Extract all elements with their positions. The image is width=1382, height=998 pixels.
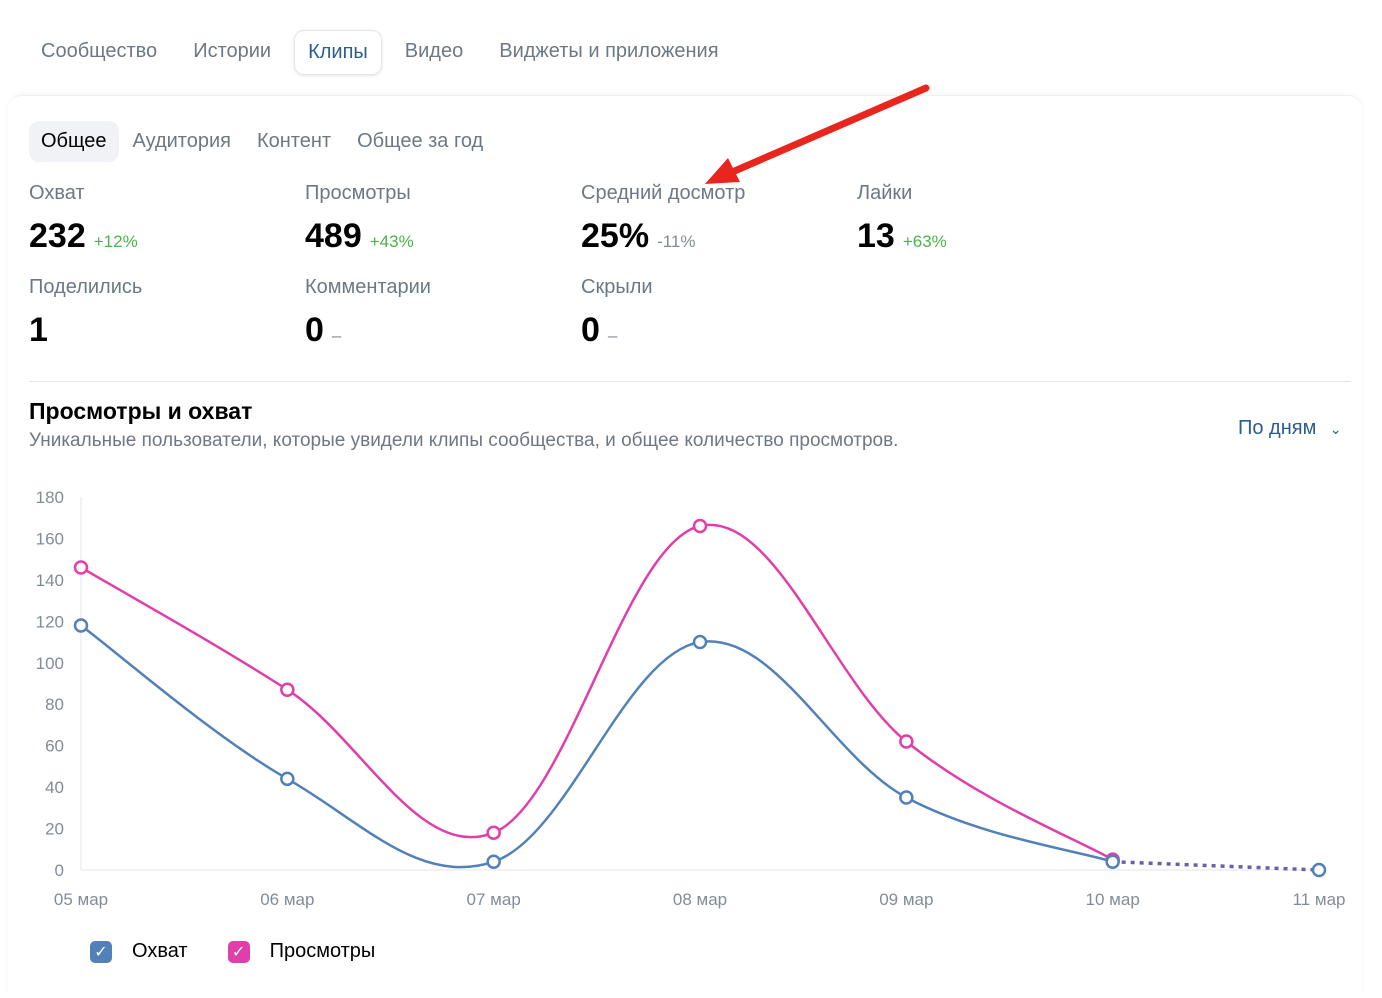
period-label: По дням bbox=[1238, 417, 1317, 439]
stat-number: 0 bbox=[581, 311, 600, 349]
stat-value: 13 +63% bbox=[857, 217, 1127, 256]
stat-number: 13 bbox=[857, 217, 895, 255]
stat-item: Охват 232 +12% bbox=[29, 182, 299, 256]
stat-number: 25% bbox=[581, 217, 650, 255]
chart-title: Просмотры и охват bbox=[29, 398, 253, 424]
subtab-year[interactable]: Общее за год bbox=[357, 130, 484, 152]
y-tick-label: 120 bbox=[36, 612, 64, 631]
stat-label: Скрыли bbox=[581, 276, 653, 298]
data-point bbox=[1311, 862, 1327, 878]
stat-delta: +43% bbox=[369, 232, 414, 251]
series-line-views bbox=[80, 523, 1114, 861]
stat-value: 489 +43% bbox=[305, 217, 575, 256]
y-tick-label: 20 bbox=[45, 820, 64, 839]
period-dropdown[interactable]: По дням ⌄ bbox=[1238, 417, 1342, 440]
y-tick-label: 40 bbox=[45, 778, 64, 797]
sub-nav: Общее Аудитория Контент Общее за год bbox=[29, 121, 495, 162]
data-point bbox=[692, 518, 708, 534]
data-point bbox=[73, 618, 89, 633]
y-tick-label: 60 bbox=[45, 737, 64, 756]
subtab-content[interactable]: Контент bbox=[256, 130, 332, 152]
stat-number: 0 bbox=[305, 311, 324, 349]
stat-label: Поделились bbox=[29, 276, 143, 298]
data-point bbox=[1105, 854, 1120, 869]
subtab-audience[interactable]: Аудитория bbox=[132, 130, 231, 152]
data-point bbox=[692, 634, 708, 650]
stat-value: 0– bbox=[581, 311, 851, 350]
x-tick-label: 10 мар bbox=[1086, 890, 1140, 909]
x-tick-label: 05 мар bbox=[54, 890, 108, 909]
legend-views[interactable]: ✓ Просмотры bbox=[227, 940, 376, 963]
tab-community[interactable]: Сообщество bbox=[41, 40, 158, 62]
stat-item: Лайки 13 +63% bbox=[857, 182, 1127, 256]
y-tick-label: 140 bbox=[36, 571, 64, 590]
y-tick-label: 0 bbox=[55, 861, 64, 880]
checkbox-checked-icon[interactable]: ✓ bbox=[90, 940, 112, 963]
x-tick-label: 07 мар bbox=[467, 890, 521, 909]
stat-delta: +12% bbox=[93, 232, 138, 251]
stat-item: Просмотры 489 +43% bbox=[305, 182, 575, 256]
stat-label: Просмотры bbox=[305, 182, 411, 204]
stat-number: 489 bbox=[305, 217, 362, 255]
stat-label: Средний досмотр bbox=[581, 182, 746, 204]
stat-number: 232 bbox=[29, 217, 86, 255]
data-point bbox=[486, 825, 501, 840]
data-point bbox=[486, 854, 501, 869]
stat-delta: +63% bbox=[902, 232, 947, 251]
stat-item: Скрыли 0– bbox=[581, 276, 851, 350]
stat-value: 1 bbox=[29, 311, 299, 350]
legend-reach[interactable]: ✓ Охват bbox=[90, 940, 188, 963]
stat-value: 0– bbox=[305, 311, 575, 350]
data-point bbox=[899, 790, 914, 805]
series-line-projected bbox=[1112, 859, 1320, 872]
stat-item: Поделились 1 bbox=[29, 276, 299, 350]
stats-card bbox=[8, 95, 1362, 996]
y-tick-label: 160 bbox=[36, 529, 64, 548]
tab-clips[interactable]: Клипы bbox=[294, 30, 382, 75]
stat-label: Охват bbox=[29, 182, 85, 204]
top-nav: Сообщество Истории Клипы Видео Виджеты и… bbox=[28, 30, 732, 75]
chart-legend: ✓ Охват ✓ Просмотры bbox=[90, 940, 375, 963]
subtab-general[interactable]: Общее bbox=[29, 121, 119, 162]
stat-delta: – bbox=[331, 326, 342, 345]
x-tick-label: 09 мар bbox=[879, 890, 933, 909]
tab-widgets[interactable]: Виджеты и приложения bbox=[499, 40, 719, 62]
stat-label: Лайки bbox=[857, 182, 913, 204]
stat-item: Средний досмотр 25% -11% bbox=[581, 182, 851, 256]
legend-label: Просмотры bbox=[269, 940, 376, 962]
x-tick-label: 06 мар bbox=[260, 890, 314, 909]
checkbox-checked-icon[interactable]: ✓ bbox=[227, 940, 250, 963]
stat-item: Комментарии 0– bbox=[305, 276, 575, 350]
legend-label: Охват bbox=[132, 940, 188, 962]
stat-delta: -11% bbox=[657, 232, 696, 251]
data-point bbox=[280, 682, 295, 697]
stat-value: 232 +12% bbox=[29, 217, 299, 256]
data-point bbox=[280, 771, 295, 787]
tab-video[interactable]: Видео bbox=[404, 40, 464, 62]
stat-label: Комментарии bbox=[305, 276, 431, 298]
x-tick-label: 11 мар bbox=[1293, 890, 1346, 909]
y-tick-label: 100 bbox=[36, 654, 64, 673]
stat-delta: – bbox=[607, 326, 618, 345]
tab-stories[interactable]: Истории bbox=[193, 40, 272, 62]
stat-number: 1 bbox=[29, 311, 48, 349]
x-tick-label: 08 мар bbox=[673, 890, 727, 909]
stat-value: 25% -11% bbox=[581, 217, 851, 256]
y-tick-label: 180 bbox=[36, 488, 64, 507]
data-point bbox=[73, 560, 89, 575]
chart-subtitle: Уникальные пользователи, которые увидели… bbox=[29, 430, 899, 451]
divider bbox=[29, 381, 1351, 382]
series-line-reach bbox=[80, 624, 1114, 869]
data-point bbox=[899, 734, 914, 749]
chevron-down-icon: ⌄ bbox=[1329, 421, 1342, 437]
y-tick-label: 80 bbox=[45, 695, 64, 714]
